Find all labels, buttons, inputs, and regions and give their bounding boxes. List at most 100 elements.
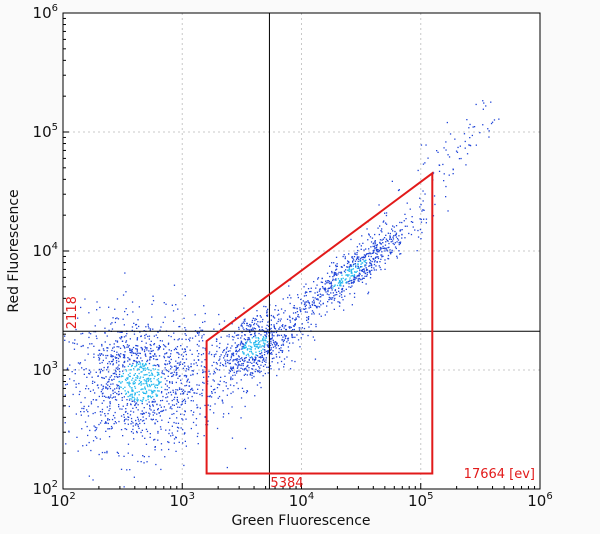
data-point	[122, 354, 125, 356]
data-point	[133, 368, 135, 370]
data-point	[121, 375, 123, 377]
data-point	[257, 347, 259, 349]
data-point	[129, 349, 131, 351]
data-point	[358, 267, 360, 269]
data-point	[216, 345, 218, 347]
data-point	[248, 338, 250, 340]
data-point	[365, 272, 367, 274]
data-point	[334, 297, 336, 300]
data-point	[150, 418, 152, 420]
data-point	[132, 390, 134, 392]
data-point	[158, 348, 160, 350]
data-point	[159, 426, 162, 428]
data-point	[309, 305, 311, 307]
data-point	[250, 345, 252, 348]
data-point	[315, 305, 317, 308]
data-point	[176, 410, 178, 412]
data-point	[152, 374, 154, 376]
data-point	[270, 342, 272, 344]
data-point	[140, 381, 142, 383]
data-point	[207, 380, 209, 382]
data-point	[401, 229, 403, 231]
data-point	[132, 411, 135, 413]
data-point	[471, 134, 473, 137]
data-point	[176, 399, 178, 401]
data-point	[248, 337, 250, 339]
data-point	[217, 383, 219, 385]
data-point	[125, 369, 127, 371]
data-point	[424, 162, 426, 164]
data-point	[366, 269, 368, 272]
data-point	[317, 299, 319, 301]
data-point	[69, 378, 71, 380]
data-point	[398, 243, 400, 246]
data-point	[261, 354, 263, 357]
data-point	[243, 347, 245, 349]
data-point	[422, 209, 424, 211]
data-point	[389, 238, 391, 240]
data-point	[116, 341, 119, 343]
data-point	[265, 359, 267, 361]
data-point	[266, 341, 268, 343]
data-point	[152, 368, 154, 370]
data-point	[142, 397, 144, 399]
data-point	[271, 353, 273, 355]
data-point	[389, 232, 391, 235]
data-point	[253, 344, 255, 346]
data-point	[203, 305, 205, 307]
data-point	[152, 401, 154, 403]
data-point	[326, 272, 329, 274]
data-point	[302, 333, 304, 336]
data-point	[165, 393, 168, 395]
data-point	[118, 375, 120, 378]
data-point	[379, 239, 382, 241]
data-point	[256, 323, 258, 325]
data-point	[374, 233, 376, 236]
data-point	[134, 387, 137, 389]
data-point	[136, 375, 138, 377]
data-point	[189, 340, 191, 342]
data-point	[375, 252, 377, 254]
data-point	[185, 384, 188, 387]
data-point	[162, 410, 164, 412]
data-point	[248, 329, 250, 331]
data-point	[156, 346, 158, 348]
data-point	[142, 412, 145, 414]
data-point	[171, 304, 173, 306]
data-point	[240, 364, 242, 367]
data-point	[214, 403, 216, 405]
data-point	[154, 375, 156, 378]
data-point	[105, 422, 108, 424]
data-point	[359, 278, 361, 280]
data-point	[133, 333, 136, 335]
data-point	[361, 269, 363, 272]
data-point	[363, 249, 365, 251]
data-point	[274, 345, 276, 347]
data-point	[124, 428, 126, 430]
data-point	[116, 340, 119, 342]
data-point	[327, 288, 329, 290]
data-point	[228, 372, 230, 374]
data-point	[369, 265, 371, 267]
data-point	[254, 333, 256, 335]
data-point	[180, 379, 182, 381]
data-point	[303, 303, 306, 306]
data-point	[223, 413, 225, 415]
data-point	[276, 342, 278, 344]
data-point	[255, 346, 258, 348]
data-point	[366, 268, 368, 270]
data-point	[167, 441, 169, 443]
data-point	[202, 340, 204, 342]
data-point	[242, 364, 244, 367]
data-point	[128, 381, 130, 383]
data-point	[120, 415, 123, 417]
data-point	[349, 293, 351, 295]
data-point	[266, 333, 268, 335]
data-point	[118, 455, 120, 457]
data-point	[125, 370, 128, 372]
data-point	[68, 430, 70, 432]
data-point	[208, 370, 210, 373]
data-point	[335, 265, 337, 268]
data-point	[260, 350, 263, 352]
data-point	[156, 395, 158, 397]
